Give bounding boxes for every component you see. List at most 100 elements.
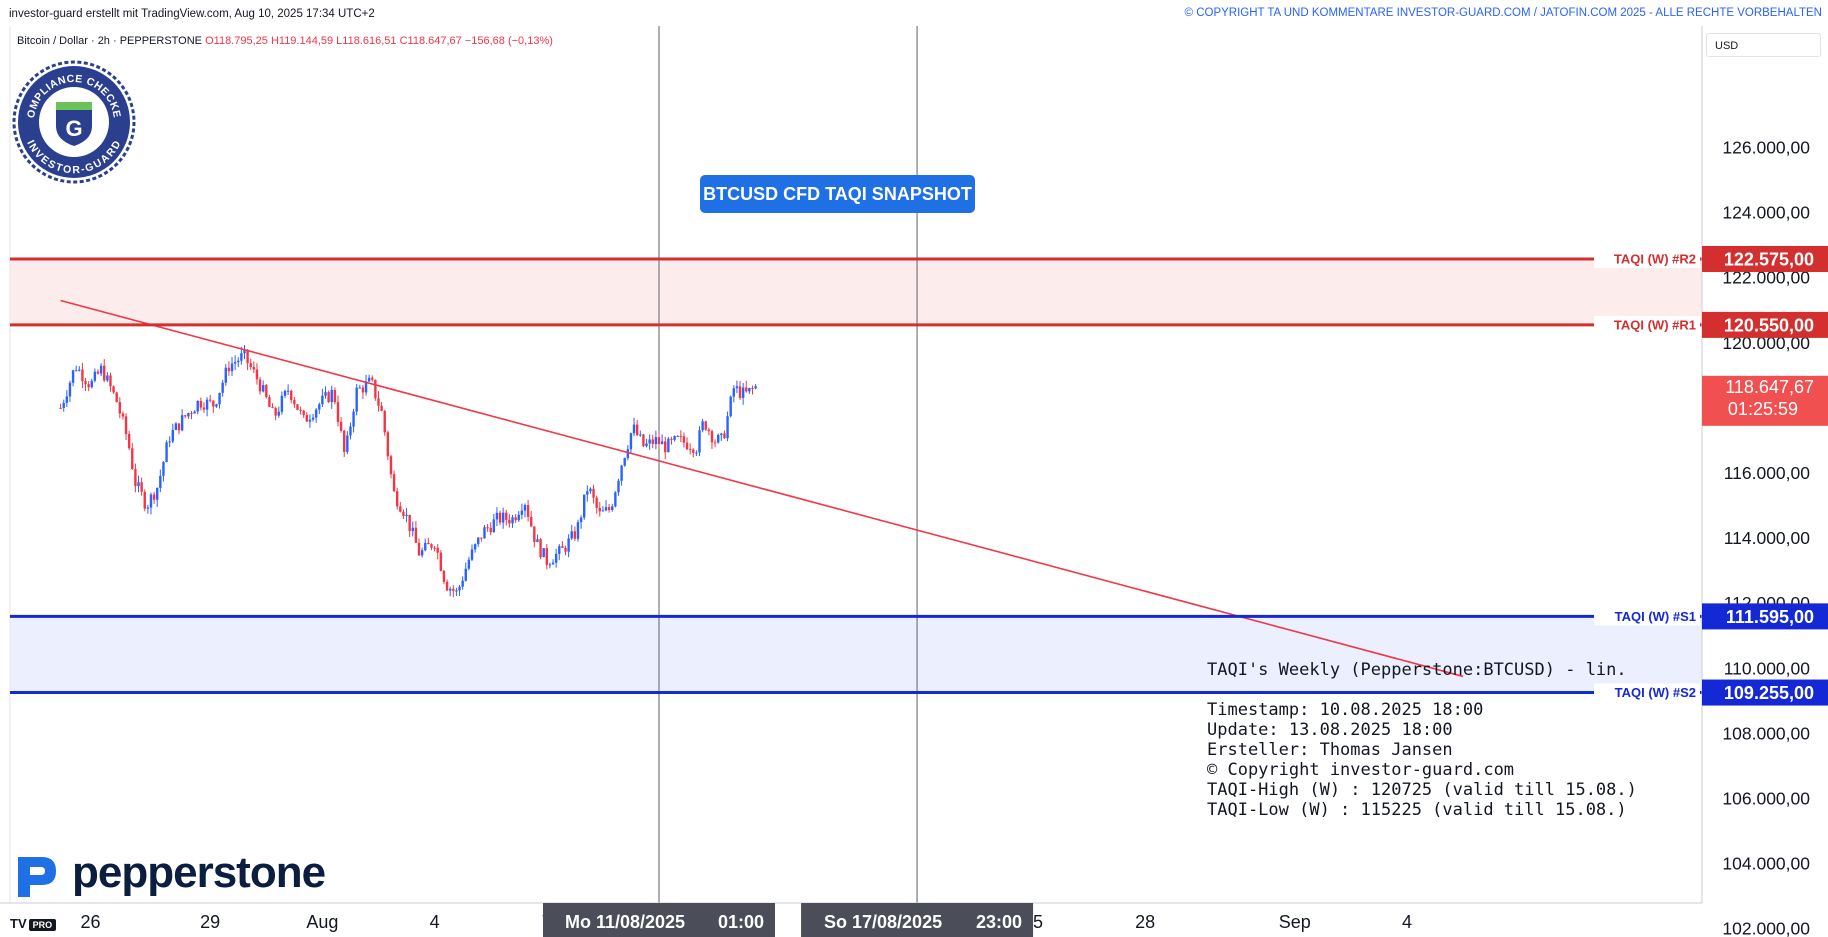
candle-down (533, 526, 536, 543)
price-tick-label: 110.000,00 (1724, 658, 1811, 678)
candle-up (171, 429, 174, 442)
candle-down (396, 491, 399, 507)
level-label-bg (1594, 315, 1700, 334)
candle-up (639, 434, 642, 436)
candle-up (511, 517, 514, 524)
candle-down (268, 397, 271, 407)
level-price-tag (1702, 245, 1828, 272)
candle-down (202, 407, 206, 410)
candle-up (695, 452, 698, 454)
candle-up (611, 506, 614, 510)
candle-up (726, 416, 729, 439)
info-line: TAQI-Low (W) : 115225 (valid till 15.08.… (1207, 800, 1627, 820)
candle-up (146, 507, 150, 509)
candle-down (87, 384, 90, 388)
candle-up (720, 433, 723, 435)
candle-down (296, 404, 299, 410)
candle-down (302, 410, 305, 416)
candle-down (339, 421, 343, 431)
candle-up (614, 492, 617, 507)
time-tick-label: Aug (306, 912, 338, 932)
candle-up (623, 458, 626, 466)
price-tick-label: 116.000,00 (1724, 463, 1811, 483)
candle-down (131, 448, 134, 469)
candle-down (209, 399, 212, 401)
candle-down (265, 385, 268, 398)
candle-up (221, 382, 224, 393)
candle-down (498, 512, 502, 523)
candle-up (570, 531, 573, 539)
candle-down (682, 436, 686, 443)
candle-down (514, 517, 517, 521)
support-zone (10, 616, 1702, 693)
candle-down (545, 548, 548, 565)
candle-down (573, 531, 577, 539)
level-price-tag (1702, 311, 1828, 338)
candle-up (586, 491, 589, 495)
level-label-bg (1594, 607, 1700, 626)
info-line (1207, 680, 1637, 700)
time-axis[interactable]: 2629Aug47222528Sep4Mo 11/08/202501:00So … (0, 902, 1702, 937)
candle-down (361, 387, 365, 393)
candle-down (246, 349, 249, 364)
candle-down (392, 474, 396, 492)
candle-down (140, 482, 143, 492)
candle-up (159, 475, 162, 488)
candle-down (745, 387, 748, 392)
level-name: TAQI (W) #R1 (1614, 317, 1696, 332)
header-copyright: © COPYRIGHT TA UND KOMMENTARE INVESTOR-G… (1184, 7, 1822, 19)
candle-down (530, 516, 533, 527)
candle-down (290, 390, 293, 400)
candle-up (358, 387, 361, 389)
info-line: Timestamp: 10.08.2025 18:00 (1207, 700, 1484, 720)
candle-up (324, 392, 327, 396)
compliance-seal-icon: COMPLIANCE CHECKED INVESTOR-GUARD G (12, 60, 136, 184)
candle-up (205, 399, 209, 410)
candle-up (448, 588, 452, 591)
candle-down (635, 424, 639, 436)
candle-down (688, 449, 692, 451)
time-highlight-bg (801, 903, 1034, 937)
symbol-legend[interactable]: Bitcoin / Dollar · 2h · PEPPERSTONE O118… (17, 35, 553, 47)
candle-up (346, 435, 349, 452)
candle-down (692, 449, 695, 453)
candle-up (420, 550, 424, 556)
price-tick-label: 114.000,00 (1724, 528, 1811, 548)
candle-up (349, 426, 352, 436)
candle-down (508, 519, 511, 524)
candle-down (436, 547, 439, 553)
candle-up (71, 370, 75, 383)
pepperstone-wordmark: pepperstone (72, 848, 326, 897)
candle-up (411, 527, 414, 532)
candle-up (464, 568, 467, 581)
price-tick-label: 126.000,00 (1722, 138, 1810, 158)
candle-down (299, 409, 302, 411)
price-tick-label: 104.000,00 (1722, 854, 1810, 874)
candle-down (386, 432, 390, 457)
candle-up (660, 441, 664, 445)
candle-up (458, 586, 461, 591)
price-tick-label: 108.000,00 (1722, 723, 1810, 743)
candle-up (168, 441, 171, 443)
level-name: TAQI (W) #R2 (1614, 251, 1696, 266)
candle-down (371, 377, 374, 380)
time-tick-label: 26 (81, 912, 101, 932)
candle-up (137, 482, 140, 487)
level-name: TAQI (W) #S2 (1615, 685, 1696, 700)
vertical-lines (9, 26, 918, 903)
candle-up (106, 375, 109, 381)
currency-selector[interactable]: USD (1706, 33, 1821, 57)
price-axis[interactable]: 102.000,00 104.000,00 106.000,00 108.000,00… (1701, 26, 1828, 937)
candle-up (68, 382, 72, 397)
level-bands (10, 258, 1702, 693)
candle-down (670, 438, 673, 440)
tradingview-logo[interactable]: TV PRO (10, 916, 57, 931)
candle-up (576, 522, 580, 539)
candle-up (196, 400, 199, 412)
time-highlight-date: Mo 11/08/2025 (565, 912, 685, 932)
current-price-tag (1702, 375, 1828, 426)
candle-down (383, 410, 386, 433)
candle-down (679, 436, 683, 438)
candle-up (467, 559, 471, 569)
